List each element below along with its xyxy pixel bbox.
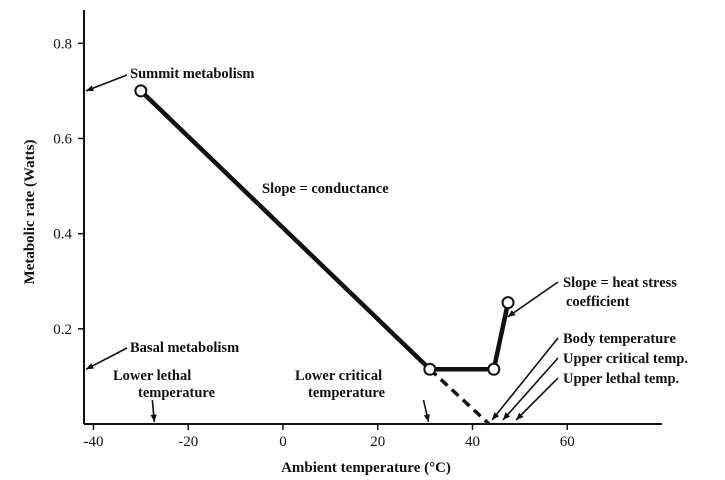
metabolic-rate-line bbox=[139, 89, 511, 372]
annotation-slope-conductance: Slope = conductance bbox=[262, 181, 389, 197]
arrow-upper-lethal-head bbox=[516, 412, 524, 420]
annotation-body-temperature: Body temperature bbox=[563, 331, 676, 347]
arrow-summit-metabolism-head bbox=[86, 85, 94, 92]
annotation-lower-critical-line1: Lower critical bbox=[295, 368, 382, 384]
arrow-upper-lethal bbox=[515, 377, 559, 421]
y-axis-label: Metabolic rate (Watts) bbox=[22, 140, 38, 285]
arrow-upper-critical bbox=[502, 357, 559, 421]
data-point-marker bbox=[487, 362, 501, 376]
annotation-basal-metabolism: Basal metabolism bbox=[130, 340, 239, 356]
ticks: -40 -20 0 20 40 60 0.2 0.4 0.6 0.8 bbox=[53, 36, 574, 450]
arrow-body-temperature bbox=[491, 337, 559, 421]
arrow-upper-critical-head bbox=[502, 412, 511, 420]
annotation-lower-critical-line2: temperature bbox=[308, 385, 386, 401]
dashed-extrapolation-line bbox=[428, 367, 491, 426]
arrow-slope-heat-stress-head bbox=[507, 310, 516, 317]
annotation-lower-lethal-line2: temperature bbox=[138, 385, 216, 401]
x-tick-label: 40 bbox=[465, 434, 480, 450]
y-tick-label: 0.8 bbox=[53, 36, 72, 52]
x-tick-label: 60 bbox=[560, 434, 575, 450]
x-axis-label: Ambient temperature (°C) bbox=[281, 460, 451, 476]
x-tick-label: 20 bbox=[370, 434, 385, 450]
y-tick-label: 0.6 bbox=[53, 131, 72, 147]
x-tick-label: -20 bbox=[178, 434, 198, 450]
y-tick-label: 0.4 bbox=[53, 227, 72, 243]
data-point-marker bbox=[501, 296, 515, 310]
arrow-body-temperature-head bbox=[492, 412, 500, 420]
arrow-slope-heat-stress bbox=[507, 281, 559, 318]
data-point-marker bbox=[423, 362, 437, 376]
x-tick-label: -40 bbox=[83, 434, 103, 450]
annotation-arrows bbox=[85, 74, 559, 423]
annotation-summit-metabolism: Summit metabolism bbox=[130, 66, 254, 82]
data-point-marker bbox=[134, 84, 148, 98]
markers bbox=[134, 84, 515, 376]
arrow-basal-metabolism bbox=[85, 347, 128, 370]
y-tick-label: 0.2 bbox=[53, 322, 72, 338]
axes bbox=[83, 10, 662, 425]
annotation-lower-lethal-line1: Lower lethal bbox=[113, 368, 191, 384]
arrow-lower-critical-head bbox=[423, 414, 430, 422]
x-tick-label: 0 bbox=[279, 434, 287, 450]
arrow-lower-lethal-head bbox=[150, 414, 157, 422]
annotation-upper-critical-temp: Upper critical temp. bbox=[563, 351, 688, 367]
annotation-slope-heat-stress-line2: coefficient bbox=[566, 294, 630, 310]
arrow-basal-metabolism-head bbox=[86, 363, 94, 370]
annotation-slope-heat-stress-line1: Slope = heat stress bbox=[563, 275, 677, 291]
series bbox=[139, 89, 511, 426]
annotation-upper-lethal-temp: Upper lethal temp. bbox=[563, 371, 679, 387]
